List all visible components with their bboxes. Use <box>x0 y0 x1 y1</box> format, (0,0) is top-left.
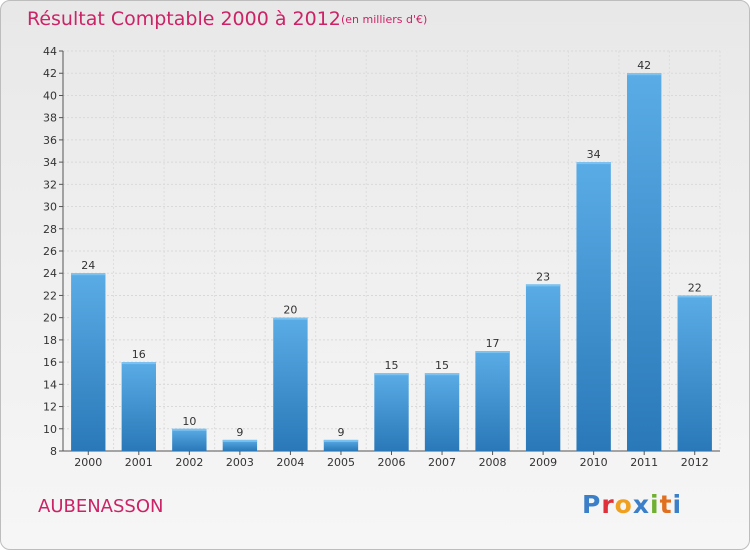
y-tick-label: 42 <box>43 67 57 80</box>
y-tick-label: 26 <box>43 245 57 258</box>
bar-2009 <box>525 284 561 451</box>
x-tick-label: 2012 <box>681 456 709 469</box>
bar-2006 <box>374 373 409 451</box>
bar-2011 <box>627 73 662 451</box>
data-label: 20 <box>283 304 297 317</box>
bar-highlight <box>627 73 662 76</box>
y-tick-label: 20 <box>43 312 57 325</box>
bar-2005 <box>323 439 359 451</box>
bar-highlight <box>121 362 156 365</box>
x-tick-label: 2003 <box>226 456 254 469</box>
bar-2012 <box>677 295 712 451</box>
x-tick-label: 2005 <box>327 456 355 469</box>
y-tick-label: 14 <box>43 378 57 391</box>
logo-letter: P <box>582 490 602 519</box>
y-tick-label: 8 <box>50 445 57 458</box>
data-label: 10 <box>182 415 196 428</box>
bar-highlight <box>424 373 460 376</box>
logo-letter: t <box>659 490 673 519</box>
y-tick-label: 12 <box>43 401 57 414</box>
x-tick-label: 2009 <box>529 456 557 469</box>
y-tick-label: 24 <box>43 267 57 280</box>
y-tick-label: 30 <box>43 201 57 214</box>
x-tick-label: 2000 <box>74 456 102 469</box>
chart-title: Résultat Comptable 2000 à 2012 <box>27 8 341 30</box>
bar-2002 <box>172 428 207 451</box>
y-tick-label: 40 <box>43 89 57 102</box>
bar-highlight <box>172 428 207 431</box>
x-tick-label: 2008 <box>479 456 507 469</box>
bar-highlight <box>273 317 308 320</box>
x-tick-label: 2010 <box>580 456 608 469</box>
data-label: 15 <box>435 359 449 372</box>
data-label: 23 <box>536 270 550 283</box>
y-tick-label: 36 <box>43 134 57 147</box>
bar-2003 <box>222 439 258 451</box>
data-label: 9 <box>236 426 243 439</box>
bar-2010 <box>576 162 611 451</box>
chart-unit: (en milliers d'€) <box>341 13 428 26</box>
y-tick-label: 44 <box>43 45 57 58</box>
y-tick-label: 28 <box>43 223 57 236</box>
data-label: 9 <box>337 426 344 439</box>
x-tick-label: 2007 <box>428 456 456 469</box>
logo-letter: i <box>650 490 660 519</box>
y-tick-label: 10 <box>43 423 57 436</box>
bar-highlight <box>576 162 611 165</box>
proxiti-logo: Proxiti <box>582 490 682 519</box>
y-tick-label: 34 <box>43 156 57 169</box>
y-tick-label: 18 <box>43 334 57 347</box>
bar-highlight <box>525 284 561 287</box>
bar-highlight <box>71 273 106 276</box>
y-tick-label: 22 <box>43 289 57 302</box>
bar-highlight <box>323 439 359 442</box>
bar-2008 <box>475 351 510 451</box>
y-tick-label: 38 <box>43 112 57 125</box>
data-label: 22 <box>688 281 702 294</box>
x-tick-label: 2004 <box>276 456 304 469</box>
data-label: 17 <box>486 337 500 350</box>
logo-letter: i <box>672 490 683 519</box>
data-label: 42 <box>637 59 651 72</box>
bar-highlight <box>475 351 510 353</box>
data-label: 34 <box>587 148 601 161</box>
bar-highlight <box>222 439 258 442</box>
bar-highlight <box>677 295 712 298</box>
logo-letter: r <box>601 490 615 519</box>
bar-highlight <box>374 373 409 376</box>
data-label: 16 <box>132 348 146 361</box>
logo-letter: o <box>614 490 633 519</box>
bars: 24 16 10 9 20 9 15 15 17 23 34 42 22 <box>71 59 712 451</box>
bar-2007 <box>424 373 460 451</box>
data-label: 15 <box>385 359 399 372</box>
y-tick-label: 16 <box>43 356 57 369</box>
axes: 8 10 12 14 16 18 20 22 24 26 28 30 32 34 36 38 40 42 44 200… <box>43 45 720 469</box>
bar-2001 <box>121 362 156 451</box>
x-tick-label: 2011 <box>630 456 658 469</box>
y-tick-label: 32 <box>43 178 57 191</box>
logo-letter: x <box>632 490 650 519</box>
data-label: 24 <box>81 259 95 272</box>
bar-2004 <box>273 317 308 451</box>
x-tick-label: 2002 <box>175 456 203 469</box>
commune-name: AUBENASSON <box>38 496 164 517</box>
x-tick-label: 2001 <box>125 456 153 469</box>
x-tick-label: 2006 <box>378 456 406 469</box>
bar-2000 <box>71 273 106 451</box>
